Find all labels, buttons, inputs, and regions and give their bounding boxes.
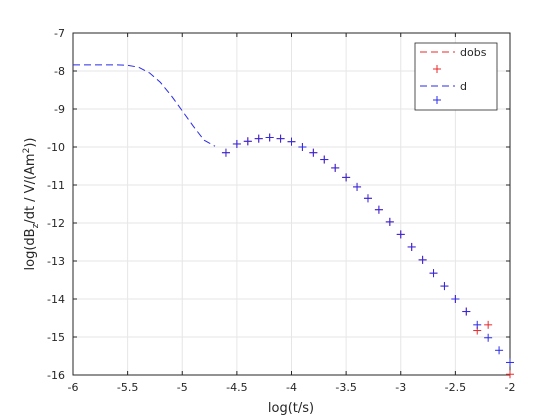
series-d-marker <box>331 163 340 172</box>
y-tick-label: -15 <box>47 331 65 344</box>
series-d-marker <box>276 134 285 143</box>
series-d-marker <box>254 134 263 143</box>
legend-dobs-plus <box>433 65 441 73</box>
x-tick-label: -4 <box>286 381 297 394</box>
series-d-marker <box>385 217 394 226</box>
y-tick-label: -13 <box>47 255 65 268</box>
y-tick-label: -7 <box>54 27 65 40</box>
series-dobs-marker <box>506 370 514 379</box>
x-tick-label: -3 <box>395 381 406 394</box>
series-d-marker <box>309 148 318 157</box>
series-d-marker <box>484 333 493 342</box>
x-tick-label: -5 <box>177 381 188 394</box>
y-tick-label: -10 <box>47 141 65 154</box>
series-d-marker <box>265 133 274 142</box>
series-d-marker <box>287 137 296 146</box>
x-tick-label: -4.5 <box>226 381 247 394</box>
series-d-marker <box>473 320 482 329</box>
legend-d-plus <box>433 96 441 104</box>
legend-d-label: d <box>460 80 467 93</box>
series-d-marker <box>320 155 329 164</box>
y-tick-label: -16 <box>47 369 65 382</box>
y-tick-label: -8 <box>54 65 65 78</box>
x-tick-label: -6 <box>68 381 79 394</box>
legend-box <box>414 42 498 111</box>
series-d-marker <box>495 346 504 355</box>
x-axis-label: log(t/s) <box>268 401 314 416</box>
series-d-marker <box>407 242 416 251</box>
series-d-marker <box>353 182 362 191</box>
series-d-marker <box>396 230 405 239</box>
series-d-marker <box>418 255 427 264</box>
plot-series <box>73 64 514 379</box>
series-d-marker <box>342 173 351 182</box>
series-d-marker <box>221 148 230 157</box>
x-tick-label: -3.5 <box>335 381 356 394</box>
series-d-marker <box>429 269 438 278</box>
y-tick-label: -14 <box>47 293 65 306</box>
x-tick-label: -2 <box>505 381 516 394</box>
x-tick-label: -2.5 <box>445 381 466 394</box>
series-d-marker <box>506 358 514 367</box>
legend: dobs d <box>414 42 498 111</box>
y-tick-label: -11 <box>47 179 65 192</box>
legend-dobs-marker-swatch <box>433 65 441 73</box>
y-axis-label: log(dBz/dt / V/(Am2)) <box>22 138 41 271</box>
x-tick-label: -5.5 <box>117 381 138 394</box>
y-tick-label: -12 <box>47 217 65 230</box>
series-d-marker <box>374 205 383 214</box>
series-d-marker <box>462 307 471 316</box>
series-d-marker <box>440 282 449 291</box>
series-d-marker <box>363 194 372 203</box>
legend-dobs-label: dobs <box>460 46 487 59</box>
legend-d-marker-swatch <box>433 96 441 104</box>
series-d-marker <box>243 137 252 146</box>
axis-ticks: -6 -5.5 -5 -4.5 -4 -3.5 -3 -2.5 -2 -16 -15 -14 -13 -1… <box>47 27 515 394</box>
series-d-marker <box>451 295 460 303</box>
y-tick-label: -9 <box>54 103 65 116</box>
series-d-marker <box>232 139 241 148</box>
series-dobs-marker <box>484 320 493 329</box>
series-d-marker <box>298 143 307 151</box>
